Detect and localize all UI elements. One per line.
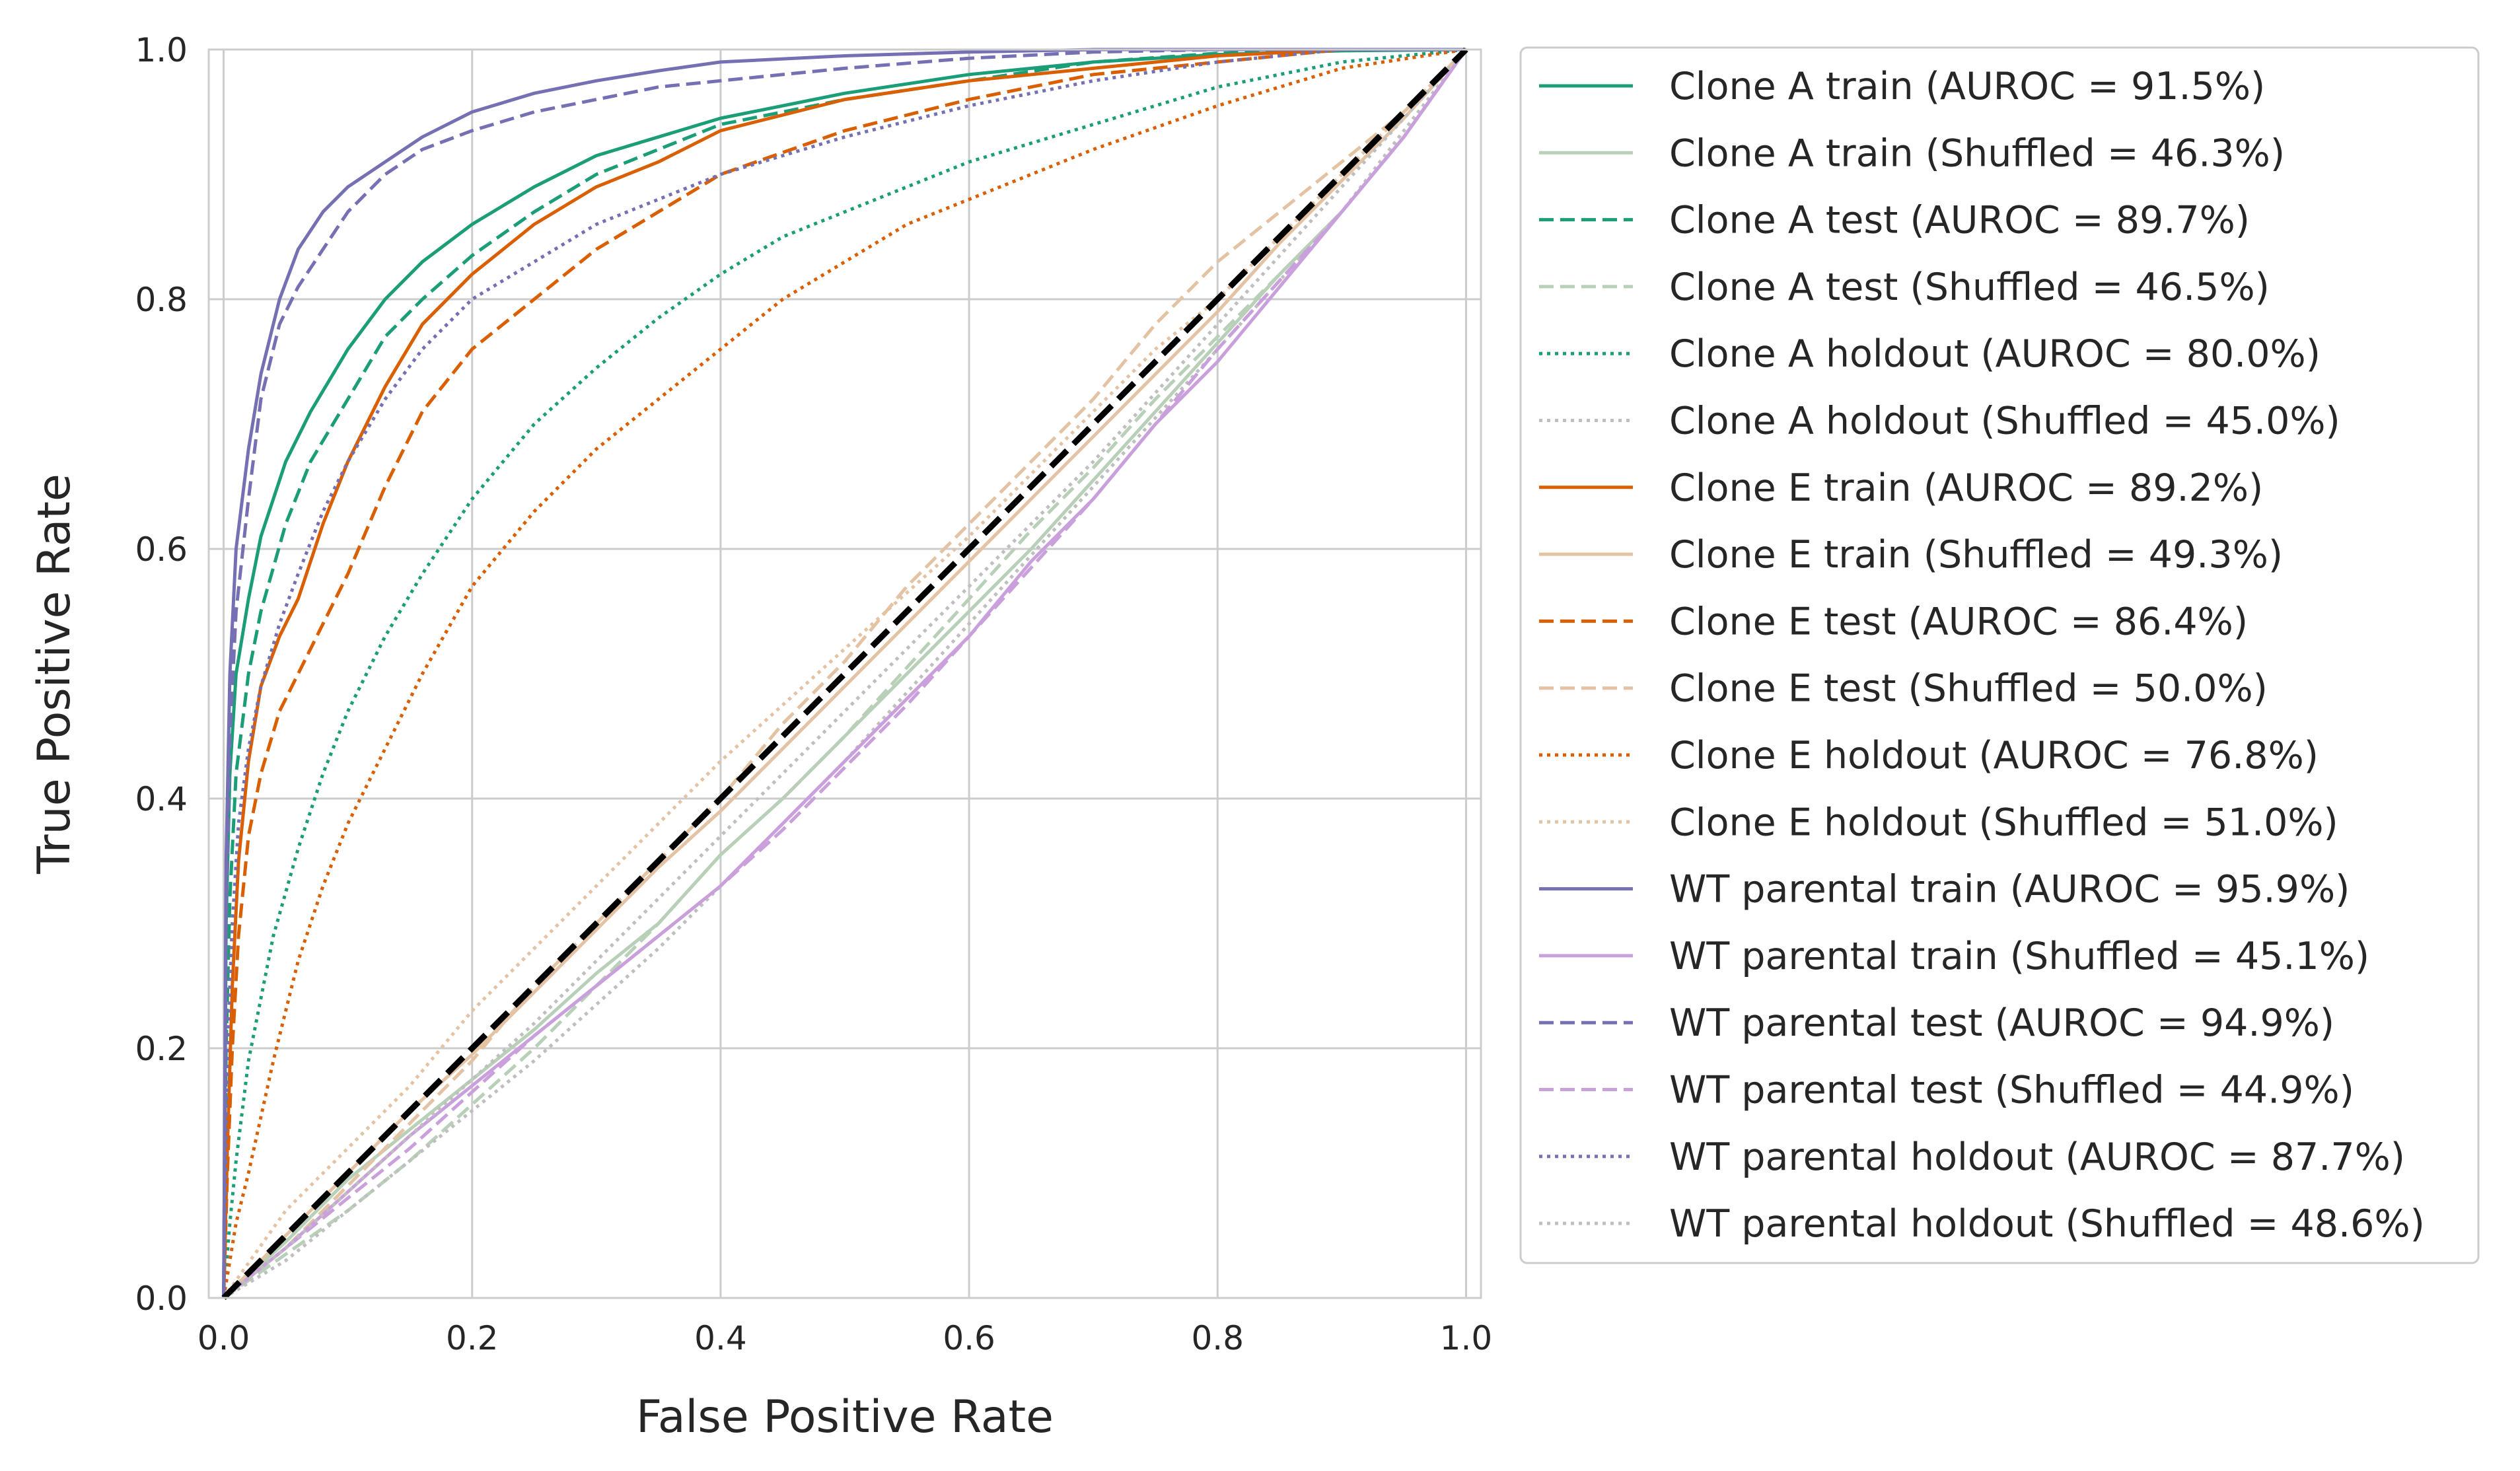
roc-series-line-7: [222, 48, 1466, 1299]
legend-entry-label: Clone A test (Shuffled = 46.5%): [1669, 266, 2270, 309]
roc-series-line-17: [222, 48, 1466, 1299]
roc-series-line-15: [222, 48, 1466, 1299]
legend-entry-label: Clone A holdout (Shuffled = 45.0%): [1669, 400, 2340, 443]
legend: Clone A train (AUROC = 91.5%) Clone A tra…: [1519, 46, 2480, 1264]
legend-entry-label: WT parental holdout (AUROC = 87.7%): [1669, 1135, 2405, 1179]
roc-series-line-14: [223, 48, 1468, 1299]
x-tick-label: 0.2: [446, 1319, 499, 1357]
legend-entry-label: WT parental holdout (Shuffled = 48.6%): [1669, 1202, 2425, 1246]
x-tick-label: 0.4: [694, 1319, 747, 1357]
legend-entry-label: WT parental train (AUROC = 95.9%): [1669, 868, 2350, 912]
chance-diagonal: [221, 47, 1468, 1301]
roc-series-line-11: [222, 48, 1466, 1299]
y-tick-label: 0.6: [135, 530, 188, 569]
legend-entry-label: Clone A train (AUROC = 91.5%): [1669, 65, 2265, 108]
series-lines: [222, 48, 1468, 1300]
roc-series-line-4: [223, 48, 1468, 1300]
legend-entry-label: Clone A train (Shuffled = 46.3%): [1669, 131, 2285, 175]
x-tick-label: 0.8: [1191, 1319, 1244, 1357]
y-tick-label: 1.0: [135, 31, 188, 69]
legend-entry-label: Clone E test (Shuffled = 50.0%): [1669, 667, 2268, 711]
x-axis-label: False Positive Rate: [636, 1391, 1054, 1443]
roc-series-line-10: [223, 48, 1468, 1299]
y-axis-label: True Positive Rate: [28, 474, 81, 875]
roc-series-line-1: [222, 48, 1466, 1299]
roc-series-line-13: [222, 48, 1466, 1299]
x-tick-label: 0.6: [943, 1319, 995, 1357]
y-tick-label: 0.2: [135, 1030, 188, 1068]
plot-frame: [207, 48, 1482, 1299]
legend-entry-label: Clone E test (AUROC = 86.4%): [1669, 600, 2248, 643]
roc-series-line-5: [222, 48, 1466, 1299]
legend-entry-label: Clone E holdout (AUROC = 76.8%): [1669, 734, 2319, 777]
x-tick-label: 1.0: [1440, 1319, 1493, 1357]
legend-entry-label: Clone E train (Shuffled = 49.3%): [1669, 533, 2283, 577]
legend-entry-label: Clone A test (AUROC = 89.7%): [1669, 199, 2250, 242]
x-tick-label: 0.0: [198, 1319, 250, 1357]
legend-entry-label: Clone E holdout (Shuffled = 51.0%): [1669, 801, 2338, 844]
legend-entry-label: WT parental train (Shuffled = 45.1%): [1669, 935, 2369, 978]
axis-ticks: 0.0 0.2 0.4 0.6 0.8 1.0 0.0 0.2 0.4 0.6 0.8 1.0: [135, 31, 1492, 1357]
roc-series-line-16: [223, 48, 1468, 1299]
legend-box: [1519, 46, 2480, 1264]
roc-series-line-9: [222, 48, 1466, 1299]
legend-entry-label: Clone E train (AUROC = 89.2%): [1669, 466, 2263, 510]
y-tick-label: 0.0: [135, 1279, 188, 1318]
roc-series-line-3: [222, 48, 1466, 1299]
legend-entry-label: WT parental test (Shuffled = 44.9%): [1669, 1069, 2354, 1112]
legend-entry-label: WT parental test (AUROC = 94.9%): [1669, 1001, 2334, 1045]
legend-entry-label: Clone A holdout (AUROC = 80.0%): [1669, 332, 2321, 376]
y-tick-label: 0.4: [135, 780, 188, 818]
chance-diagonal-line: [221, 47, 1468, 1301]
y-tick-label: 0.8: [135, 281, 188, 319]
